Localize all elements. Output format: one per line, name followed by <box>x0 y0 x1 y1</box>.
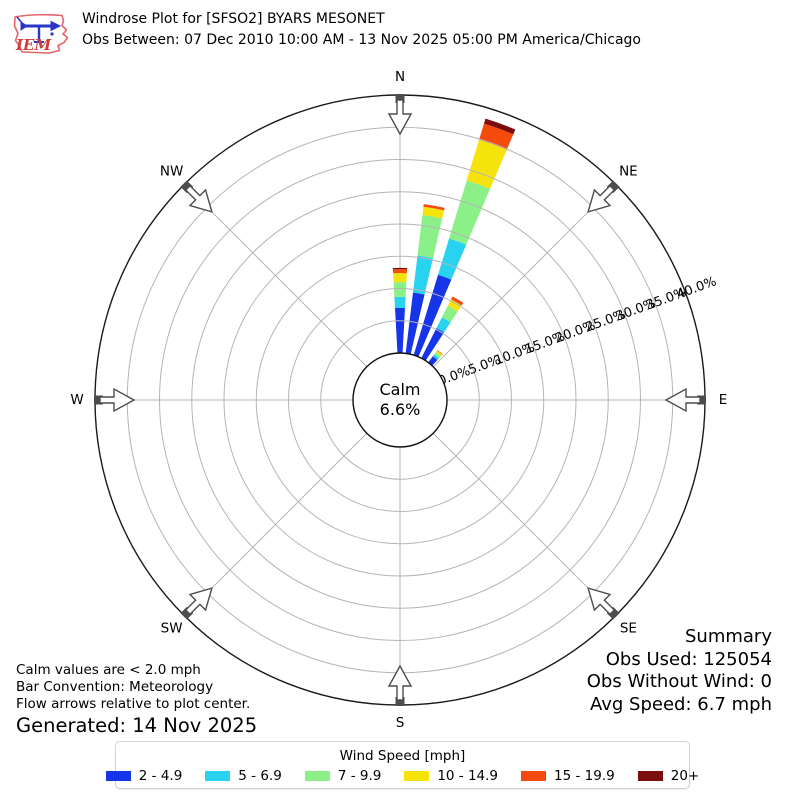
flow-arrow-ne-icon <box>587 184 616 213</box>
legend-item: 7 - 9.9 <box>304 767 382 784</box>
grid-ring <box>255 255 545 545</box>
windrose-bar-40deg-bin4 <box>437 350 443 355</box>
windrose-bar-40deg-bin0 <box>428 356 438 366</box>
compass-label-e: E <box>719 392 728 408</box>
windrose-bar-0deg-bin0 <box>395 307 405 354</box>
windrose-bar-0deg-bin3 <box>393 273 407 283</box>
legend-swatch-icon <box>637 770 663 781</box>
summary-avg-speed: Avg Speed: 6.7 mph <box>590 693 772 715</box>
legend-label: 10 - 14.9 <box>437 767 499 784</box>
legend-swatch-icon <box>105 770 131 781</box>
calm-label: Calm <box>379 380 420 399</box>
windrose-bar-20deg-bin5 <box>483 118 516 135</box>
summary-obs-without-wind: Obs Without Wind: 0 <box>586 671 772 692</box>
generated-date: Generated: 14 Nov 2025 <box>16 714 258 737</box>
grid-ring <box>320 320 480 480</box>
legend-item: 2 - 4.9 <box>105 767 183 784</box>
windrose-bar-10deg-bin3 <box>422 206 445 219</box>
legend-label: 7 - 9.9 <box>337 767 382 784</box>
summary-block: Summary Obs Used: 125054 Obs Without Win… <box>587 626 772 716</box>
windrose-bar-0deg-bin5 <box>392 267 408 270</box>
windrose-bar-20deg-bin0 <box>413 274 452 357</box>
legend-swatch-icon <box>304 770 330 781</box>
compass-label-ne: NE <box>619 164 638 180</box>
summary-title: Summary <box>685 626 772 647</box>
flow-arrow-s-icon <box>387 664 413 701</box>
windrose-bar-0deg-bin1 <box>394 296 406 308</box>
page-title: Windrose Plot for [SFSO2] BYARS MESONET <box>82 11 385 27</box>
windrose-bar-40deg-bin1 <box>432 354 440 361</box>
windrose-bar-30deg-bin2 <box>441 305 458 323</box>
compass-label-w: W <box>70 392 83 408</box>
windrose-bar-10deg-bin2 <box>417 215 443 259</box>
calm-note: Calm values are < 2.0 mph <box>16 662 201 678</box>
windrose-bar-30deg-bin3 <box>447 299 462 312</box>
compass-label-s: S <box>396 715 405 731</box>
legend-swatch-icon <box>404 770 430 781</box>
legend-title: Wind Speed [mph] <box>339 747 466 764</box>
legend-label: 2 - 4.9 <box>138 767 183 784</box>
legend-row: 2 - 4.9 5 - 6.9 7 - 9.9 10 - 14.9 15 - 19.9 2… <box>99 768 706 784</box>
wind-speed-legend: Wind Speed [mph] 2 - 4.9 5 - 6.9 7 - 9.9 10… <box>105 741 699 789</box>
legend-item: 10 - 14.9 <box>404 768 498 784</box>
windrose-bar-30deg-bin4 <box>451 296 464 306</box>
legend-swatch-icon <box>205 770 231 781</box>
compass-label-nw: NW <box>160 164 183 180</box>
plot-notes: Calm values are < 2.0 mph Bar Convention… <box>16 662 257 739</box>
flow-arrow-sw-icon <box>184 587 213 616</box>
legend-label: 5 - 6.9 <box>238 767 282 784</box>
windrose-bar-0deg-bin4 <box>392 269 408 274</box>
wind-vane-icon <box>16 16 62 43</box>
header: Windrose Plot for [SFSO2] BYARS MESONET … <box>82 9 641 51</box>
flow-arrow-nw-icon <box>184 184 213 213</box>
grid-ring <box>223 223 577 577</box>
compass-label-sw: SW <box>161 620 183 636</box>
calm-circle <box>352 352 448 448</box>
windrose-bar-20deg-bin2 <box>449 180 491 245</box>
windrose-bar-10deg-bin4 <box>423 204 445 211</box>
legend-item: 5 - 6.9 <box>205 768 282 784</box>
page-subtitle: Obs Between: 07 Dec 2010 10:00 AM - 13 N… <box>82 32 641 48</box>
iem-logo-text: IEM <box>15 36 51 54</box>
flow-arrow-w-icon <box>99 387 136 413</box>
iem-logo: IEM <box>13 13 69 54</box>
compass-label-n: N <box>395 69 405 85</box>
legend-item: 15 - 19.9 <box>521 768 615 784</box>
windrose-bar-30deg-bin1 <box>436 317 451 333</box>
summary-obs-used: Obs Used: 125054 <box>605 648 772 670</box>
calm-value: 6.6% <box>380 400 421 419</box>
convention-note: Bar Convention: Meteorology <box>16 679 214 695</box>
windrose-bar-40deg-bin2 <box>434 352 441 359</box>
flow-arrow-n-icon <box>387 99 413 136</box>
windrose-bar-10deg-bin0 <box>405 292 425 355</box>
windrose-bar-20deg-bin3 <box>466 139 507 189</box>
windrose-bar-20deg-bin1 <box>438 238 467 280</box>
grid-ring <box>159 159 641 641</box>
grid-ring <box>288 288 512 512</box>
legend-swatch-icon <box>521 770 547 781</box>
legend-item: 20+ <box>637 767 700 784</box>
flow-arrow-e-icon <box>664 387 701 413</box>
radial-tick-label: 40.0% <box>675 274 719 302</box>
windrose-bar-0deg-bin2 <box>393 282 407 298</box>
compass-label-se: SE <box>620 620 637 636</box>
flow-arrow-se-icon <box>587 587 616 616</box>
arrows-note: Flow arrows relative to plot center. <box>16 696 251 712</box>
legend-label: 20+ <box>670 767 700 784</box>
grid-ring <box>191 191 609 609</box>
windrose-bar-10deg-bin1 <box>413 255 434 295</box>
windrose-bar-30deg-bin0 <box>421 328 444 361</box>
windrose-bar-20deg-bin4 <box>479 123 514 150</box>
legend-label: 15 - 19.9 <box>554 767 615 784</box>
windrose-bar-40deg-bin3 <box>435 350 443 357</box>
